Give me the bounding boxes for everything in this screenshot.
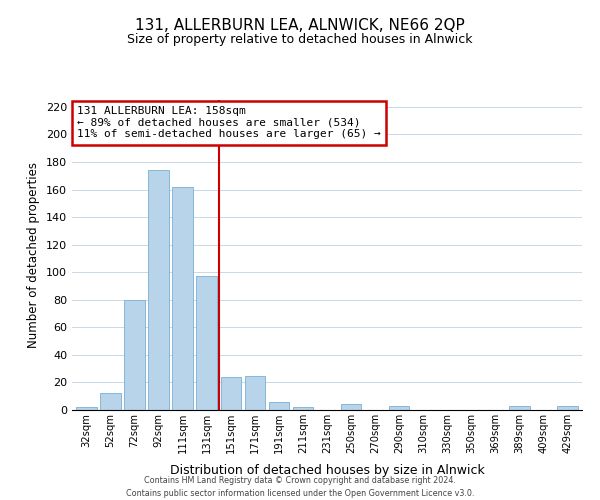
- Text: Size of property relative to detached houses in Alnwick: Size of property relative to detached ho…: [127, 32, 473, 46]
- Bar: [221, 377, 241, 410]
- Bar: [557, 406, 578, 410]
- Text: 131, ALLERBURN LEA, ALNWICK, NE66 2QP: 131, ALLERBURN LEA, ALNWICK, NE66 2QP: [135, 18, 465, 32]
- Bar: [100, 394, 121, 410]
- Bar: [76, 407, 97, 410]
- Bar: [148, 170, 169, 410]
- Bar: [389, 406, 409, 410]
- Bar: [509, 406, 530, 410]
- Bar: [196, 276, 217, 410]
- Text: Contains HM Land Registry data © Crown copyright and database right 2024.
Contai: Contains HM Land Registry data © Crown c…: [126, 476, 474, 498]
- Bar: [172, 187, 193, 410]
- Y-axis label: Number of detached properties: Number of detached properties: [28, 162, 40, 348]
- Bar: [293, 407, 313, 410]
- Bar: [341, 404, 361, 410]
- Bar: [269, 402, 289, 410]
- Bar: [245, 376, 265, 410]
- Text: 131 ALLERBURN LEA: 158sqm
← 89% of detached houses are smaller (534)
11% of semi: 131 ALLERBURN LEA: 158sqm ← 89% of detac…: [77, 106, 381, 140]
- Bar: [124, 300, 145, 410]
- X-axis label: Distribution of detached houses by size in Alnwick: Distribution of detached houses by size …: [170, 464, 484, 477]
